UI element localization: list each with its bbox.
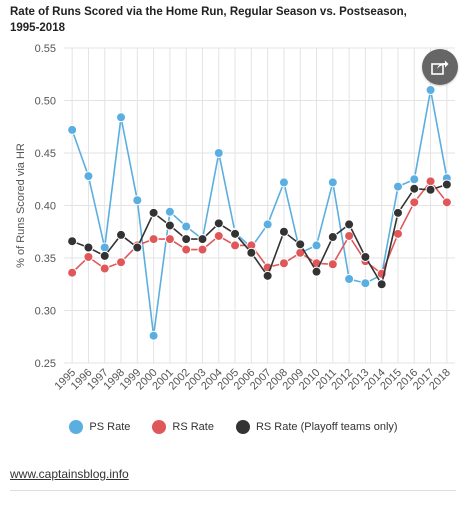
y-tick-label: 0.50 — [35, 96, 56, 108]
data-point-series-1 — [83, 171, 94, 182]
data-point-series-3 — [230, 228, 241, 239]
legend-label-ps-rate: PS Rate — [89, 421, 131, 433]
data-point-series-3 — [83, 242, 94, 253]
data-point-series-2 — [148, 234, 159, 245]
data-point-series-2 — [164, 234, 175, 245]
legend-marker-rs-playoff — [235, 420, 250, 434]
data-point-series-3 — [181, 234, 192, 245]
footer-divider — [10, 490, 456, 491]
data-point-series-2 — [392, 228, 403, 239]
data-point-series-2 — [278, 258, 289, 269]
data-point-series-2 — [425, 176, 436, 187]
legend-item-rs-playoff[interactable]: RS Rate (Playoff teams only) — [235, 420, 398, 434]
data-point-series-2 — [197, 244, 208, 255]
data-point-series-3 — [441, 179, 452, 190]
data-point-series-1 — [116, 112, 127, 123]
data-point-series-3 — [295, 239, 306, 250]
data-point-series-1 — [181, 221, 192, 232]
data-point-series-3 — [213, 218, 224, 229]
data-point-series-2 — [83, 251, 94, 262]
legend-item-ps-rate[interactable]: PS Rate — [69, 420, 130, 434]
data-point-series-1 — [344, 274, 355, 284]
data-point-series-3 — [360, 251, 371, 262]
legend-label-rs-playoff: RS Rate (Playoff teams only) — [255, 421, 398, 433]
data-point-series-2 — [441, 197, 452, 208]
y-axis-title: % of Runs Scored via HR — [15, 143, 27, 268]
data-point-series-1 — [148, 330, 159, 341]
data-point-series-3 — [376, 279, 387, 290]
data-point-series-1 — [278, 177, 289, 188]
chart-title: Rate of Runs Scored via the Home Run, Re… — [10, 6, 407, 34]
data-point-series-3 — [246, 247, 257, 258]
data-point-series-1 — [360, 278, 371, 289]
data-point-series-1 — [409, 174, 420, 185]
data-point-series-2 — [344, 230, 355, 241]
legend-label-rs-rate: RS Rate — [172, 421, 214, 433]
y-tick-label: 0.35 — [35, 253, 56, 265]
legend-item-rs-rate[interactable]: RS Rate — [152, 420, 214, 434]
y-tick-label: 0.30 — [35, 306, 56, 318]
data-point-series-3 — [99, 250, 110, 261]
data-point-series-3 — [262, 270, 273, 281]
y-tick-label: 0.45 — [35, 148, 56, 160]
data-point-series-3 — [148, 207, 159, 218]
data-point-series-3 — [116, 229, 127, 240]
data-point-series-1 — [327, 177, 338, 188]
data-point-series-1 — [425, 85, 436, 95]
data-point-series-1 — [132, 195, 143, 206]
chart-legend: PS Rate RS Rate RS Rate (Playoff teams o… — [0, 420, 467, 434]
series-line-1 — [71, 89, 448, 336]
data-point-series-3 — [197, 234, 208, 245]
data-point-series-1 — [213, 148, 224, 158]
data-point-series-3 — [327, 232, 338, 242]
data-point-series-3 — [409, 183, 420, 194]
data-point-series-3 — [425, 184, 436, 195]
share-button[interactable] — [422, 49, 458, 85]
data-point-series-2 — [67, 267, 78, 278]
legend-marker-rs-rate — [152, 420, 167, 434]
data-point-series-1 — [164, 206, 175, 217]
data-point-series-3 — [67, 236, 78, 247]
data-point-series-2 — [409, 197, 420, 208]
data-point-series-3 — [164, 220, 175, 231]
data-point-series-2 — [99, 263, 110, 274]
data-point-series-2 — [181, 244, 192, 255]
share-icon — [431, 60, 449, 75]
legend-marker-ps-rate — [69, 420, 84, 434]
data-point-series-2 — [213, 230, 224, 241]
data-point-series-2 — [116, 257, 127, 268]
data-point-series-3 — [132, 242, 143, 253]
data-point-series-1 — [67, 124, 78, 135]
data-point-series-2 — [327, 259, 338, 270]
data-point-series-1 — [262, 219, 273, 230]
data-point-series-3 — [344, 219, 355, 230]
line-chart: 0.250.300.350.400.450.500.55199519961997… — [15, 43, 455, 392]
data-point-series-2 — [230, 240, 241, 251]
data-point-series-1 — [392, 181, 403, 192]
data-point-series-3 — [392, 207, 403, 218]
data-point-series-1 — [311, 240, 322, 251]
y-tick-label: 0.40 — [35, 201, 56, 213]
source-link[interactable]: www.captainsblog.info — [10, 467, 129, 481]
y-tick-label: 0.55 — [35, 43, 56, 55]
series-line-3 — [71, 183, 448, 287]
data-point-series-3 — [278, 226, 289, 237]
data-point-series-3 — [311, 266, 322, 277]
y-tick-label: 0.25 — [35, 358, 56, 370]
